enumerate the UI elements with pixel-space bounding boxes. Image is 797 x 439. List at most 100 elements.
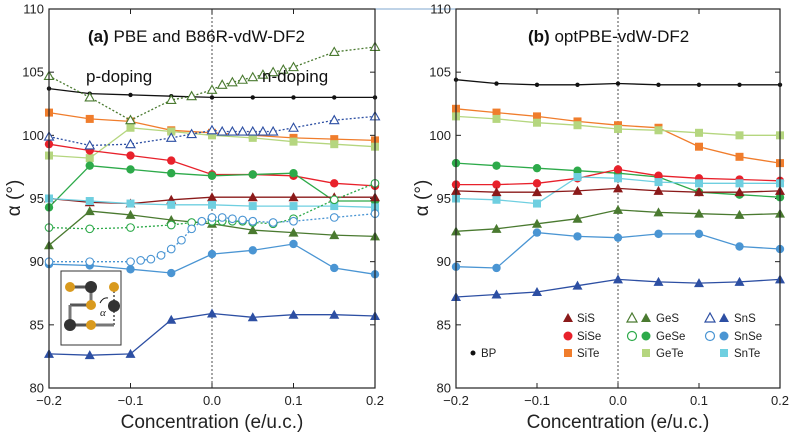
data-point-sis — [694, 187, 704, 197]
data-point-snse — [492, 263, 501, 273]
data-point-snse-vdw-df2 — [126, 257, 135, 267]
data-point-ges-vdw-df2 — [226, 76, 238, 87]
panel-a-plot-area: 80 85 90 95 100 105 110 −0.2 −0.1 0.0 0.1 0.2 — [22, 2, 384, 409]
data-point-snse — [613, 233, 623, 242]
legend-label-snte: SnTe — [734, 348, 760, 360]
data-point-gete — [614, 125, 622, 134]
y-tick-label: 95 — [437, 191, 451, 206]
legend-label-snse: SnSe — [734, 331, 762, 343]
data-point-gete — [573, 121, 582, 130]
data-point-snte — [330, 202, 339, 211]
data-point-snse-vdw-df2 — [268, 218, 278, 227]
data-point-sns — [166, 314, 177, 324]
data-point-sns — [532, 286, 542, 296]
y-tick-label: 80 — [437, 381, 451, 396]
x-tick-label: 0.0 — [609, 393, 627, 408]
data-point-snte — [208, 200, 216, 209]
legend-marker-ges-open — [625, 311, 639, 323]
data-point-gese — [207, 171, 217, 180]
atom-icon — [65, 282, 75, 292]
data-point-sns-vdw-df2 — [247, 125, 259, 136]
y-tick-label: 110 — [23, 2, 44, 17]
structure-inset: α — [60, 270, 122, 346]
data-point-snse-vdw-df2 — [228, 214, 237, 224]
data-point-ges-vdw-df2 — [247, 71, 259, 82]
data-point-snse-vdw-df2 — [187, 224, 196, 234]
data-point-snse — [330, 263, 339, 273]
data-point-sise — [167, 156, 176, 165]
p-doping-label: p-doping — [86, 67, 152, 86]
panel-b-ylabel: α (°) — [412, 180, 433, 217]
data-point-ges — [329, 230, 340, 240]
data-point-pbe-top — [250, 95, 255, 100]
atom-icon — [108, 300, 120, 312]
data-point-gete — [126, 123, 135, 132]
legend-label-sns: SnS — [734, 313, 756, 325]
data-point-gete — [533, 118, 541, 127]
y-tick-label: 90 — [437, 254, 451, 269]
data-point-sis — [491, 187, 502, 197]
data-point-snse — [694, 229, 704, 239]
panel-a-frame — [48, 8, 376, 389]
data-point-pbe-top — [291, 95, 296, 100]
data-point-sis — [247, 192, 258, 202]
legend-marker-site — [564, 349, 572, 357]
data-point-site — [533, 112, 541, 121]
data-point-snte — [248, 202, 257, 211]
data-point-site — [735, 152, 744, 161]
data-point-bp — [575, 82, 580, 88]
x-tick-label: 0.1 — [690, 393, 708, 408]
data-point-snse-vdw-df2 — [238, 215, 247, 225]
data-point-ges — [734, 209, 745, 219]
y-tick-label: 90 — [30, 254, 44, 269]
x-tick-label: 0.1 — [284, 393, 302, 408]
data-point-snse-vdw-df2 — [217, 213, 227, 222]
atom-icon — [85, 281, 97, 293]
legend-marker-snte — [720, 349, 728, 357]
data-point-sns — [653, 276, 664, 286]
data-point-sis — [734, 187, 745, 197]
data-point-sns — [207, 308, 217, 318]
data-point-site — [85, 114, 94, 123]
legend-marker-ges — [641, 313, 651, 322]
panel-b-title: (b) optPBE-vdW-DF2 — [528, 27, 689, 46]
data-point-bp — [534, 82, 540, 88]
data-point-ges — [491, 223, 502, 233]
panel-a-title: (a) PBE and B86R-vdW-DF2 — [88, 27, 305, 46]
legend: SiS SiSe SiTe GeS GeSe GeTe SnS — [470, 311, 762, 360]
x-tick-label: −0.1 — [118, 393, 144, 408]
data-point-gese — [167, 169, 176, 178]
legend-marker-sise — [563, 331, 573, 341]
data-point-ges-vdw-df2 — [328, 46, 340, 57]
x-tick-label: −0.2 — [443, 393, 469, 408]
data-point-sis — [572, 185, 583, 195]
data-point-snse-vdw-df2 — [207, 213, 217, 222]
data-point-ges — [694, 208, 704, 218]
data-point-sns-vdw-df2 — [216, 125, 228, 136]
data-point-gese — [532, 163, 542, 173]
legend-label-gete: GeTe — [656, 348, 684, 360]
data-point-snte — [126, 199, 135, 208]
data-point-snte — [614, 174, 622, 183]
data-point-snse-vdw-df2 — [146, 254, 156, 264]
data-point-bp — [494, 81, 499, 86]
data-point-gete — [330, 140, 339, 149]
data-point-sns-vdw-df2 — [84, 139, 96, 150]
data-point-snse — [573, 232, 582, 241]
data-point-snse-vdw-df2 — [85, 257, 95, 267]
data-point-gese — [289, 169, 298, 178]
data-point-snse-vdw-df2 — [248, 216, 258, 226]
data-point-snte — [289, 202, 298, 211]
legend-marker-gese-open — [626, 330, 638, 342]
x-tick-label: 0.2 — [366, 393, 384, 408]
data-point-sns-vdw-df2 — [237, 125, 249, 136]
legend-label-sis: SiS — [577, 313, 595, 325]
data-point-bp — [696, 82, 702, 88]
data-point-ges-vdw-df2 — [165, 94, 177, 105]
data-point-ges-vdw-df2 — [237, 74, 249, 84]
data-point-gete — [289, 137, 298, 146]
atom-icon — [86, 320, 96, 330]
data-point-site — [695, 142, 703, 151]
data-point-snse-vdw-df2 — [177, 235, 186, 245]
data-point-sns — [329, 309, 340, 319]
